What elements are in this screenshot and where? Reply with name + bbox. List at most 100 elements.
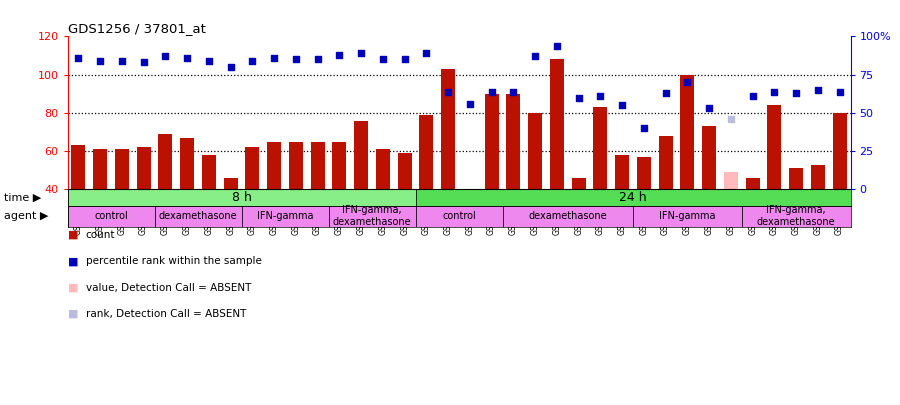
Text: rank, Detection Call = ABSENT: rank, Detection Call = ABSENT [86, 309, 246, 319]
Bar [416, 190, 850, 206]
Bar [550, 60, 564, 190]
Text: control: control [442, 211, 476, 221]
Point [593, 93, 608, 99]
Point [375, 56, 390, 63]
Point [267, 55, 282, 61]
Bar [241, 206, 328, 227]
Bar [376, 149, 390, 190]
Text: ■: ■ [68, 283, 78, 292]
Point [332, 51, 347, 58]
Bar [441, 69, 455, 190]
Point [202, 58, 216, 64]
Point [463, 100, 477, 107]
Bar [68, 206, 155, 227]
Text: ■: ■ [68, 230, 78, 240]
Text: IFN-gamma,
dexamethasone: IFN-gamma, dexamethasone [757, 205, 835, 227]
Text: IFN-gamma,
dexamethasone: IFN-gamma, dexamethasone [333, 205, 411, 227]
Point [419, 50, 434, 57]
Bar [724, 172, 738, 190]
Point [724, 116, 738, 122]
Point [659, 90, 673, 96]
Point [441, 88, 455, 95]
Point [811, 87, 825, 93]
Text: value, Detection Call = ABSENT: value, Detection Call = ABSENT [86, 283, 251, 292]
Bar [507, 94, 520, 190]
Point [398, 56, 412, 63]
Bar [637, 157, 651, 190]
Text: time ▶: time ▶ [4, 192, 41, 202]
Point [767, 88, 781, 95]
Point [832, 88, 847, 95]
Point [506, 88, 520, 95]
Point [180, 55, 194, 61]
Bar [680, 75, 695, 190]
Bar [502, 206, 633, 227]
Bar [768, 105, 781, 190]
Point [550, 43, 564, 49]
Point [289, 56, 303, 63]
Text: 8 h: 8 h [231, 191, 251, 204]
Bar [593, 107, 608, 190]
Point [789, 90, 804, 96]
Point [702, 105, 716, 112]
Bar [137, 147, 150, 190]
Bar [745, 178, 760, 190]
Point [615, 102, 629, 109]
Point [245, 58, 259, 64]
Bar [180, 138, 194, 190]
Bar [419, 115, 434, 190]
Point [93, 58, 107, 64]
Bar [202, 155, 216, 190]
Point [158, 53, 173, 60]
Text: percentile rank within the sample: percentile rank within the sample [86, 256, 261, 266]
Text: IFN-gamma: IFN-gamma [659, 211, 716, 221]
Bar [659, 136, 672, 190]
Bar [832, 113, 847, 190]
Bar [223, 178, 238, 190]
Bar [416, 206, 502, 227]
Bar [484, 94, 499, 190]
Point [680, 79, 695, 85]
Bar [354, 121, 368, 190]
Text: dexamethasone: dexamethasone [158, 211, 238, 221]
Point [745, 93, 760, 99]
Bar [742, 206, 850, 227]
Bar [71, 145, 86, 190]
Text: agent ▶: agent ▶ [4, 211, 49, 221]
Bar [463, 190, 477, 216]
Bar [332, 142, 347, 190]
Bar [702, 126, 716, 190]
Point [71, 55, 86, 61]
Bar [789, 168, 803, 190]
Bar [528, 113, 542, 190]
Bar [115, 149, 129, 190]
Text: dexamethasone: dexamethasone [528, 211, 608, 221]
Text: GDS1256 / 37801_at: GDS1256 / 37801_at [68, 22, 205, 35]
Bar [246, 147, 259, 190]
Bar [267, 142, 281, 190]
Bar [633, 206, 742, 227]
Point [572, 94, 586, 101]
Bar [398, 153, 411, 190]
Bar [158, 134, 173, 190]
Point [528, 53, 543, 60]
Text: IFN-gamma: IFN-gamma [256, 211, 313, 221]
Bar [155, 206, 241, 227]
Point [114, 58, 129, 64]
Point [354, 50, 368, 57]
Bar [615, 155, 629, 190]
Bar [328, 206, 416, 227]
Bar [289, 142, 303, 190]
Bar [68, 190, 416, 206]
Text: ■: ■ [68, 309, 78, 319]
Text: control: control [94, 211, 128, 221]
Point [310, 56, 325, 63]
Bar [811, 164, 825, 190]
Text: ■: ■ [68, 256, 78, 266]
Point [223, 64, 238, 70]
Bar [310, 142, 325, 190]
Point [484, 88, 499, 95]
Bar [93, 149, 107, 190]
Text: 24 h: 24 h [619, 191, 647, 204]
Text: count: count [86, 230, 115, 240]
